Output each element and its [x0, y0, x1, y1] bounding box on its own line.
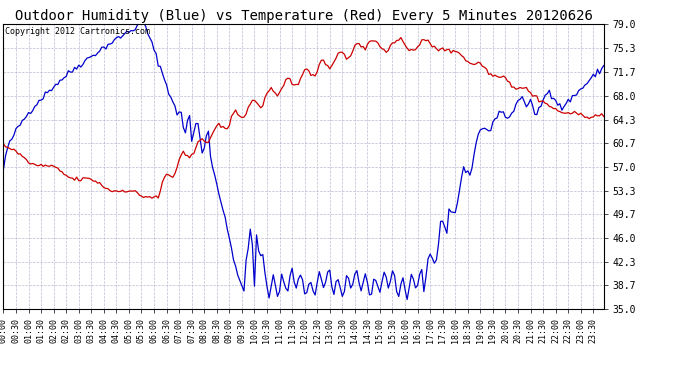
Text: Copyright 2012 Cartronics.com: Copyright 2012 Cartronics.com: [5, 27, 150, 36]
Text: Outdoor Humidity (Blue) vs Temperature (Red) Every 5 Minutes 20120626: Outdoor Humidity (Blue) vs Temperature (…: [14, 9, 593, 23]
